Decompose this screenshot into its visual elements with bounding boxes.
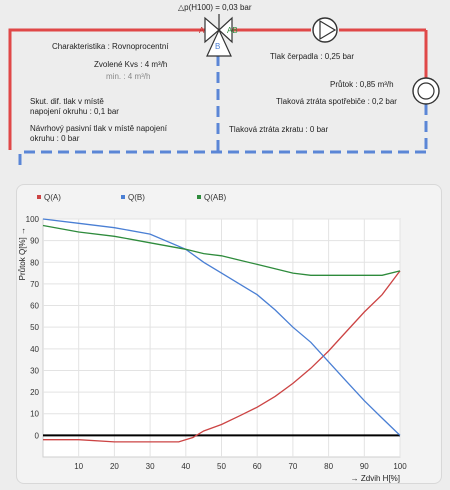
- y-tick-label: 0: [35, 431, 40, 440]
- valve-port-a: A: [199, 26, 205, 35]
- x-tick-label: 10: [74, 462, 83, 471]
- legend-swatch: [37, 195, 41, 199]
- kvs-selected-label: Zvolené Kvs : 4 m³/h: [94, 60, 168, 69]
- x-tick-label: 40: [181, 462, 190, 471]
- y-tick-label: 70: [30, 280, 39, 289]
- consumer-icon: [412, 77, 440, 105]
- valve-port-b: B: [215, 42, 221, 51]
- legend-swatch: [121, 195, 125, 199]
- consumer-loss-label: Tlaková ztráta spotřebiče : 0,2 bar: [276, 97, 397, 106]
- legend-label: Q(B): [128, 193, 145, 202]
- y-tick-label: 10: [30, 410, 39, 419]
- x-tick-label: 100: [393, 462, 407, 471]
- dp-label: △p(H100) = 0,03 bar: [178, 3, 252, 12]
- flow-chart-panel: 100 90 80 70 60 50 40 30 20 10 0 10 20 30 40 50 60 70 80 90…: [16, 184, 442, 484]
- y-axis-label: Průtok Q[%] →: [18, 227, 27, 280]
- y-tick-label: 100: [26, 215, 40, 224]
- legend-label: Q(AB): [204, 193, 227, 202]
- hydraulic-schematic: △p(H100) = 0,03 bar A AB B Charakteristi…: [0, 0, 450, 175]
- series-line-qab: [42, 224, 401, 276]
- flow-label: Průtok : 0,85 m³/h: [330, 80, 394, 89]
- three-way-valve-icon: [204, 14, 233, 57]
- x-tick-label: 80: [324, 462, 333, 471]
- actual-pressure-label: Skut. dif. tlak v místě napojení okruhu …: [30, 97, 119, 116]
- y-tick-label: 20: [30, 388, 39, 397]
- x-axis-label: → Zdvih H[%]: [351, 474, 400, 483]
- x-tick-label: 50: [217, 462, 226, 471]
- y-tick-label: 30: [30, 366, 39, 375]
- valve-port-ab: AB: [227, 26, 238, 35]
- y-tick-label: 60: [30, 302, 39, 311]
- return-pipes: [18, 55, 428, 170]
- x-tick-label: 30: [146, 462, 155, 471]
- y-tick-label: 90: [30, 237, 39, 246]
- pump-icon: [312, 17, 338, 43]
- x-tick-label: 20: [110, 462, 119, 471]
- design-pressure-label: Návrhový pasivní tlak v místě napojení o…: [30, 124, 167, 143]
- y-tick-label: 50: [30, 323, 39, 332]
- pump-pressure-label: Tlak čerpadla : 0,25 bar: [270, 52, 355, 61]
- x-tick-label: 70: [288, 462, 297, 471]
- kvs-min-label: min. : 4 m³/h: [106, 72, 151, 81]
- y-tick-label: 40: [30, 345, 39, 354]
- bypass-loss-label: Tlaková ztráta zkratu : 0 bar: [229, 125, 329, 134]
- series-line-qb: [42, 218, 401, 436]
- legend-swatch: [197, 195, 201, 199]
- supply-pipes: [8, 28, 428, 150]
- y-tick-label: 80: [30, 258, 39, 267]
- legend-label: Q(A): [44, 193, 61, 202]
- x-tick-label: 60: [253, 462, 262, 471]
- series-line-qa: [43, 270, 401, 443]
- characteristic-label: Charakteristika : Rovnoprocentní: [52, 42, 169, 51]
- x-tick-label: 90: [360, 462, 369, 471]
- schematic-lines: [8, 14, 440, 170]
